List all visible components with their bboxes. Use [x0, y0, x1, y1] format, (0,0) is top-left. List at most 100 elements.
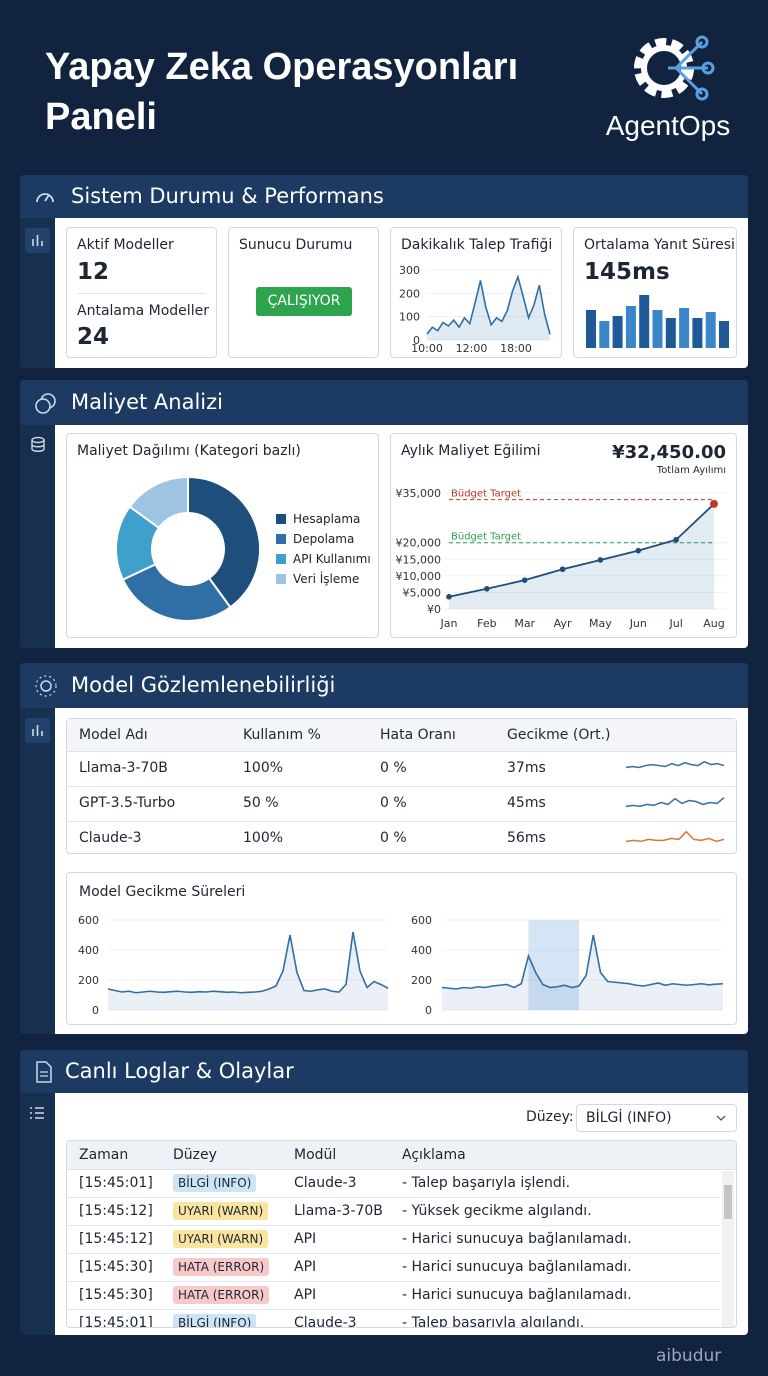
chart-title: Ortalama Yanıt Süresi [584, 237, 735, 253]
logo-text: AgentOps [605, 110, 731, 141]
coins-icon [35, 393, 56, 414]
trend-card: Aylık Maliyet Eğilimi ¥32,450.00 Totlam … [390, 433, 737, 638]
log-module: API [294, 1259, 317, 1275]
row-divider [67, 821, 736, 822]
table-cell: 50 % [243, 795, 279, 811]
log-message: - Talep başarıyla işlendi. [402, 1175, 571, 1191]
card-value: 24 [77, 324, 110, 350]
filter-label: Düzey: [526, 1109, 574, 1125]
level-badge: BİLGİ (INFO) [173, 1314, 257, 1327]
table-cell: 100% [243, 830, 284, 846]
network-icon [35, 675, 57, 697]
log-message: - Harici sunucuya bağlanılamadı. [402, 1287, 632, 1303]
log-module: Claude-3 [294, 1315, 357, 1328]
row-divider [67, 1281, 720, 1282]
table-cell: 37ms [507, 760, 546, 776]
table-cell: GPT-3.5-Turbo [79, 795, 176, 811]
card-value: 12 [77, 259, 110, 285]
table-cell: 0 % [380, 830, 407, 846]
section-header: Model Gözlemlenebilirliği [20, 663, 748, 708]
log-time: [15:45:01] [79, 1315, 153, 1328]
card-label: Sunucu Durumu [239, 237, 353, 253]
section-title: Maliyet Analizi [71, 390, 223, 414]
column-header: Açıklama [402, 1147, 466, 1163]
status-badge: ÇALIŞIYOR [256, 287, 352, 316]
table-cell: Claude-3 [79, 830, 142, 846]
level-dropdown[interactable]: BİLGİ (INFO) [576, 1104, 737, 1132]
section-title: Canlı Loglar & Olaylar [65, 1059, 294, 1083]
total-value: ¥32,450.00 [612, 442, 726, 463]
section-header: Canlı Loglar & Olaylar [20, 1050, 748, 1093]
card-value: 145ms [584, 259, 670, 285]
side-icon [31, 436, 45, 452]
log-time: [15:45:12] [79, 1203, 153, 1219]
server-card: Sunucu Durumu ÇALIŞIYOR [228, 227, 379, 358]
column-header: Zaman [79, 1147, 129, 1163]
models-card: Aktif Modeller 12 Antalama Modeller 24 [66, 227, 217, 358]
row-divider [67, 786, 736, 787]
total-label: Totlam Ayılımı [656, 465, 726, 476]
section-header: Maliyet Analizi [20, 380, 748, 425]
model-table: Model Adı Kullanım % Hata Oranı Gecikme (Or… [66, 718, 737, 854]
table-header [67, 1141, 736, 1170]
table-cell: 56ms [507, 830, 546, 846]
row-divider [67, 1225, 720, 1226]
column-header: Düzey [173, 1147, 217, 1163]
log-time: [15:45:01] [79, 1175, 153, 1191]
latency-card: Model Gecikme Süreleri [66, 872, 737, 1025]
table-cell: Llama-3-70B [79, 760, 168, 776]
divider [77, 293, 206, 294]
level-badge: UYARI (WARN) [173, 1230, 269, 1248]
log-message: - Yüksek gecikme algılandı. [402, 1203, 592, 1219]
log-message: - Harici sunucuya bağlanılamadı. [402, 1259, 632, 1275]
section-title: Sistem Durumu & Performans [71, 184, 384, 208]
table-cell: 0 % [380, 760, 407, 776]
chart-title: Model Gecikme Süreleri [79, 884, 246, 900]
column-header: Gecikme (Ort.) [507, 727, 611, 743]
column-header: Modül [294, 1147, 337, 1163]
row-divider [67, 1309, 720, 1310]
log-module: API [294, 1231, 317, 1247]
chart-title: Dakikalık Talep Trafiği [401, 237, 553, 253]
watermark: aibudur [656, 1346, 722, 1366]
log-module: API [294, 1287, 317, 1303]
chevron [716, 1115, 726, 1121]
doc-icon [36, 1061, 52, 1083]
page-title: Yapay Zeka Operasyonları Paneli [45, 46, 519, 138]
table-cell: 100% [243, 760, 284, 776]
log-time: [15:45:12] [79, 1231, 153, 1247]
level-badge: HATA (ERROR) [173, 1258, 270, 1276]
level-badge: BİLGİ (INFO) [173, 1174, 257, 1192]
dropdown-value: BİLGİ (INFO) [586, 1110, 672, 1126]
traffic-card: Dakikalık Talep Trafiği [390, 227, 562, 358]
side-icon [25, 228, 50, 253]
log-module: Llama-3-70B [294, 1203, 383, 1219]
table-cell: 45ms [507, 795, 546, 811]
card-label: Aktif Modeller [77, 237, 174, 253]
log-message: - Harici sunucuya bağlanılamadı. [402, 1231, 632, 1247]
logo-icon [634, 35, 715, 101]
distribution-card: Maliyet Dağılımı (Kategori bazlı) [66, 433, 379, 638]
log-module: Claude-3 [294, 1175, 357, 1191]
side-icon [25, 718, 50, 743]
log-time: [15:45:30] [79, 1287, 153, 1303]
column-header: Model Adı [79, 727, 148, 743]
log-message: - Talep başarıyla algılandı. [402, 1315, 585, 1328]
chart-title: Aylık Maliyet Eğilimi [401, 443, 541, 459]
level-badge: HATA (ERROR) [173, 1286, 270, 1304]
side-icon [30, 1107, 44, 1119]
column-header: Kullanım % [243, 727, 321, 743]
table-header [67, 719, 736, 752]
scroll-thumb[interactable] [724, 1185, 732, 1219]
log-table: Zaman Düzey Modül Açıklama [15:45:01] BİLGİ (… [66, 1140, 737, 1328]
gauge-icon [36, 193, 54, 203]
row-divider [67, 1253, 720, 1254]
table-cell: 0 % [380, 795, 407, 811]
response-card: Ortalama Yanıt Süresi 145ms [573, 227, 737, 358]
scrollbar[interactable] [722, 1171, 734, 1327]
section-title: Model Gözlemlenebilirliği [71, 673, 336, 697]
column-header: Hata Oranı [380, 727, 456, 743]
row-divider [67, 1197, 720, 1198]
